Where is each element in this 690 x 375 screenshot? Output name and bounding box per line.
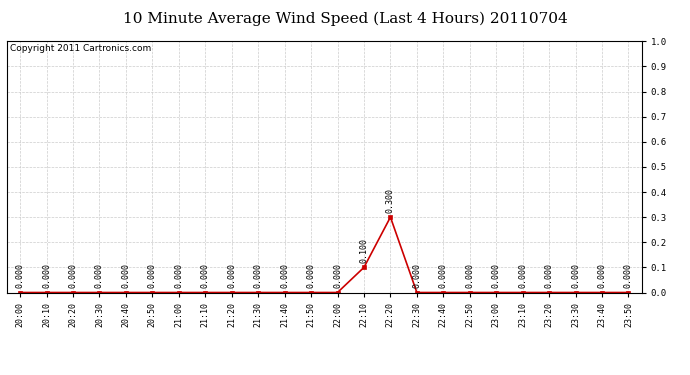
- Text: 0.000: 0.000: [148, 263, 157, 288]
- Text: 0.000: 0.000: [42, 263, 51, 288]
- Text: 10 Minute Average Wind Speed (Last 4 Hours) 20110704: 10 Minute Average Wind Speed (Last 4 Hou…: [123, 11, 567, 26]
- Text: 0.000: 0.000: [175, 263, 184, 288]
- Text: 0.100: 0.100: [359, 238, 368, 263]
- Text: 0.000: 0.000: [465, 263, 474, 288]
- Text: 0.000: 0.000: [16, 263, 25, 288]
- Text: 0.000: 0.000: [518, 263, 527, 288]
- Text: 0.000: 0.000: [227, 263, 236, 288]
- Text: 0.000: 0.000: [68, 263, 77, 288]
- Text: 0.000: 0.000: [598, 263, 607, 288]
- Text: 0.000: 0.000: [254, 263, 263, 288]
- Text: 0.300: 0.300: [386, 188, 395, 213]
- Text: 0.000: 0.000: [121, 263, 130, 288]
- Text: 0.000: 0.000: [306, 263, 315, 288]
- Text: 0.000: 0.000: [413, 263, 422, 288]
- Text: 0.000: 0.000: [439, 263, 448, 288]
- Text: 0.000: 0.000: [201, 263, 210, 288]
- Text: 0.000: 0.000: [492, 263, 501, 288]
- Text: Copyright 2011 Cartronics.com: Copyright 2011 Cartronics.com: [10, 44, 151, 53]
- Text: 0.000: 0.000: [624, 263, 633, 288]
- Text: 0.000: 0.000: [571, 263, 580, 288]
- Text: 0.000: 0.000: [280, 263, 289, 288]
- Text: 0.000: 0.000: [333, 263, 342, 288]
- Text: 0.000: 0.000: [544, 263, 553, 288]
- Text: 0.000: 0.000: [95, 263, 104, 288]
